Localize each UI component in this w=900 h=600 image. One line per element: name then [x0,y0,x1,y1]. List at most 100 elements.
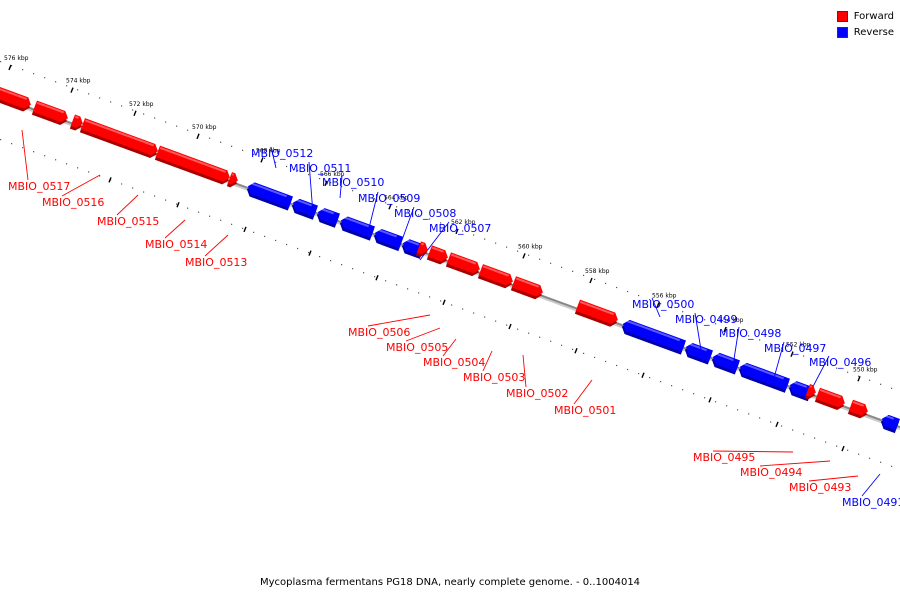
gene-label-MBIO_0508: MBIO_0508 [394,207,456,220]
gene-arrow-MBIO_0503[interactable] [477,264,515,290]
tick-566-kbp: 566 kbp [320,171,345,187]
gene-label-MBIO_0507: MBIO_0507 [429,222,491,235]
tick-574-kbp: 574 kbp [66,78,91,93]
tick-552-kbp: 552 kbp [786,342,811,357]
leader-MBIO_0516 [61,174,101,197]
tick-label: 572 kbp [129,101,154,108]
gene-arrow-MBIO_0510[interactable] [315,206,341,228]
tick-560-kbp: 560 kbp [518,243,543,259]
tick-562-kbp: 562 kbp [451,219,476,235]
tick-label: 558 kbp [585,268,610,275]
gene-label-MBIO_0503: MBIO_0503 [463,371,525,384]
gene-fragment[interactable] [69,114,85,133]
tick-556-kbp: 556 kbp [652,293,677,308]
leader-MBIO_0505 [405,327,441,342]
gene-label-MBIO_0502: MBIO_0502 [506,387,568,400]
lower-tick-mark [841,445,845,452]
leader-MBIO_0515 [116,194,139,216]
gene-arrow-MBIO_0508[interactable] [372,227,403,251]
gene-arrow-MBIO_0493[interactable] [847,399,870,420]
leader-MBIO_0499 [694,312,704,363]
gene-arrow-MBIO_0499[interactable] [683,341,714,365]
lower-tick-mark [641,372,645,379]
tick-568-kbp: 568 kbp [256,147,281,163]
legend-forward-label: Forward [853,10,894,22]
scale-rail-lower [0,139,893,467]
gene-arrow-MBIO_0500[interactable] [620,318,687,355]
leader-MBIO_0508 [397,206,415,252]
legend-reverse-swatch [836,26,848,38]
tick-576-kbp: 576 kbp [4,55,29,71]
leader-MBIO_0494 [759,460,831,467]
gene-arrow-MBIO_0516[interactable] [31,100,70,127]
leader-MBIO_0502 [522,354,527,388]
gene-label-MBIO_0500: MBIO_0500 [632,298,694,311]
leader-MBIO_0498 [731,326,740,373]
leader-MBIO_0517 [21,129,29,181]
gene-arrow-MBIO_0514[interactable] [154,145,232,186]
leader-MBIO_0497 [771,341,785,386]
leader-MBIO_0506 [367,314,431,327]
gene-label-MBIO_0501: MBIO_0501 [554,404,616,417]
gene-arrow-MBIO_0504[interactable] [445,252,482,277]
tick-554-kbp: 554 kbp [719,317,744,333]
leader-MBIO_0510 [339,175,343,199]
gene-arrow-MBIO_0505[interactable] [426,245,450,266]
gene-label-MBIO_0514: MBIO_0514 [145,238,207,251]
gene-label-MBIO_0511: MBIO_0511 [289,162,351,175]
tick-570-kbp: 570 kbp [192,124,217,140]
tick-label: 576 kbp [4,55,29,62]
leader-MBIO_0513 [204,234,229,257]
leader-MBIO_0495 [712,450,794,453]
gene-label-MBIO_0498: MBIO_0498 [719,327,781,340]
leader-MBIO_0493 [808,475,859,482]
gene-label-MBIO_0491: MBIO_0491 [842,496,900,509]
gene-arrow-MBIO_0517[interactable] [0,85,33,113]
gene-arrow-MBIO_0495[interactable] [804,384,818,401]
gene-arrow-MBIO_0491[interactable] [879,413,900,434]
tick-label: 550 kbp [853,366,878,373]
gene-arrow-MBIO_0498[interactable] [710,351,741,375]
gene-arrow-MBIO_0515[interactable] [79,118,160,160]
gene-label-MBIO_0499: MBIO_0499 [675,313,737,326]
lower-tick-mark [708,397,712,403]
tick-label: 574 kbp [66,78,91,85]
tick-550-kbp: 550 kbp [853,366,878,382]
lower-tick-mark [574,347,578,354]
lower-tick-mark [375,274,379,281]
gene-label-MBIO_0495: MBIO_0495 [693,451,755,464]
tick-label: 570 kbp [192,124,217,131]
gene-arrow-MBIO_0511[interactable] [290,197,318,220]
lower-tick-mark [775,421,779,428]
gene-arrow-MBIO_0509[interactable] [338,215,376,241]
gene-arrow-MBIO_0502[interactable] [510,276,545,301]
gene-arrow-MBIO_0494[interactable] [814,387,847,412]
gene-label-MBIO_0512: MBIO_0512 [251,147,313,160]
lower-tick-mark [176,202,180,208]
gene-arrow-MBIO_0513[interactable] [226,172,240,189]
tick-label: 554 kbp [719,317,744,324]
gene-arrow-MBIO_0512[interactable] [245,181,293,211]
leader-MBIO_0503 [482,350,493,372]
leader-MBIO_0501 [573,379,593,405]
gene-label-MBIO_0506: MBIO_0506 [348,326,410,339]
leader-MBIO_0511 [308,161,314,215]
tick-label: 552 kbp [786,342,811,349]
tick-label: 566 kbp [320,171,345,178]
gene-label-MBIO_0510: MBIO_0510 [322,176,384,189]
gene-label-MBIO_0516: MBIO_0516 [42,196,104,209]
leader-MBIO_0512 [270,146,277,169]
lower-tick-mark [243,226,247,233]
gene-arrow-MBIO_0497[interactable] [737,361,791,393]
tick-572-kbp: 572 kbp [129,101,154,117]
gene-arrow-MBIO_0501[interactable] [574,299,620,329]
leader-MBIO_0514 [164,219,186,239]
tick-558-kbp: 558 kbp [585,268,610,284]
scale-rail-upper [0,61,893,389]
lower-tick-mark [508,323,512,330]
gene-label-MBIO_0509: MBIO_0509 [358,192,420,205]
gene-label-MBIO_0504: MBIO_0504 [423,356,485,369]
legend-forward: Forward [836,8,894,24]
gene-label-MBIO_0493: MBIO_0493 [789,481,851,494]
gene-arrow-MBIO_0506[interactable] [415,241,430,258]
